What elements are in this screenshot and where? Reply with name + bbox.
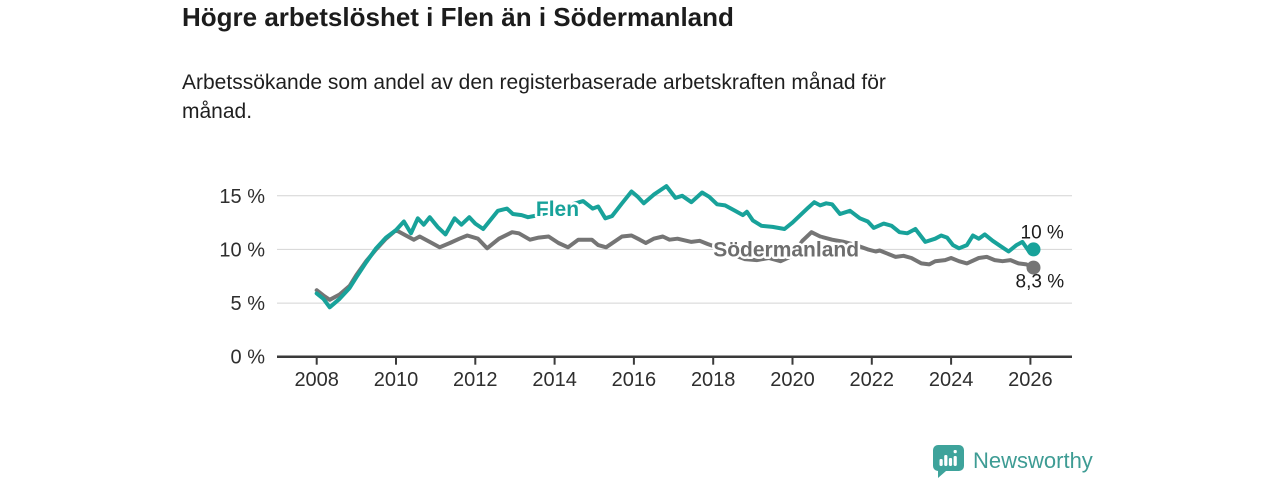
newsworthy-brand: Newsworthy xyxy=(931,444,1093,478)
newsworthy-brand-name: Newsworthy xyxy=(973,448,1093,473)
y-tick-label: 5 % xyxy=(231,293,266,315)
x-tick-label: 2018 xyxy=(691,369,736,391)
end-value-label-södermanland: 8,3 % xyxy=(1016,272,1065,293)
x-tick-label: 2022 xyxy=(850,369,895,391)
series-line-flen xyxy=(314,184,1036,310)
series-label-södermanland: Södermanland xyxy=(713,238,859,261)
end-dot-flen xyxy=(1026,242,1041,257)
series-line-södermanland xyxy=(314,228,1036,302)
chart-subtitle-line-1: Arbetssökande som andel av den registerb… xyxy=(182,71,886,94)
x-tick-label: 2020 xyxy=(770,369,815,391)
series-label-flen: Flen xyxy=(536,198,579,221)
y-tick-label: 15 % xyxy=(219,186,265,208)
y-tick-label: 10 % xyxy=(219,239,265,261)
newsworthy-logo-icon xyxy=(933,445,964,478)
chart-title: Högre arbetslöshet i Flen än i Södermanl… xyxy=(182,2,734,32)
x-tick-label: 2016 xyxy=(612,369,657,391)
chart-subtitle: Arbetssökande som andel av den registerb… xyxy=(182,68,886,126)
x-tick-label: 2012 xyxy=(453,369,498,391)
x-tick-label: 2014 xyxy=(532,369,577,391)
x-tick-label: 2008 xyxy=(294,369,339,391)
x-tick-label: 2026 xyxy=(1008,369,1053,391)
end-value-label-flen: 10 % xyxy=(1021,222,1064,243)
bar-chart-glyph xyxy=(939,450,957,466)
x-tick-label: 2010 xyxy=(374,369,419,391)
y-tick-label: 0 % xyxy=(231,347,266,369)
chart-subtitle-line-2: månad. xyxy=(182,100,253,123)
end-dot-södermanland xyxy=(1026,260,1041,275)
x-tick-label: 2024 xyxy=(929,369,974,391)
speech-bubble-shape xyxy=(933,445,964,478)
